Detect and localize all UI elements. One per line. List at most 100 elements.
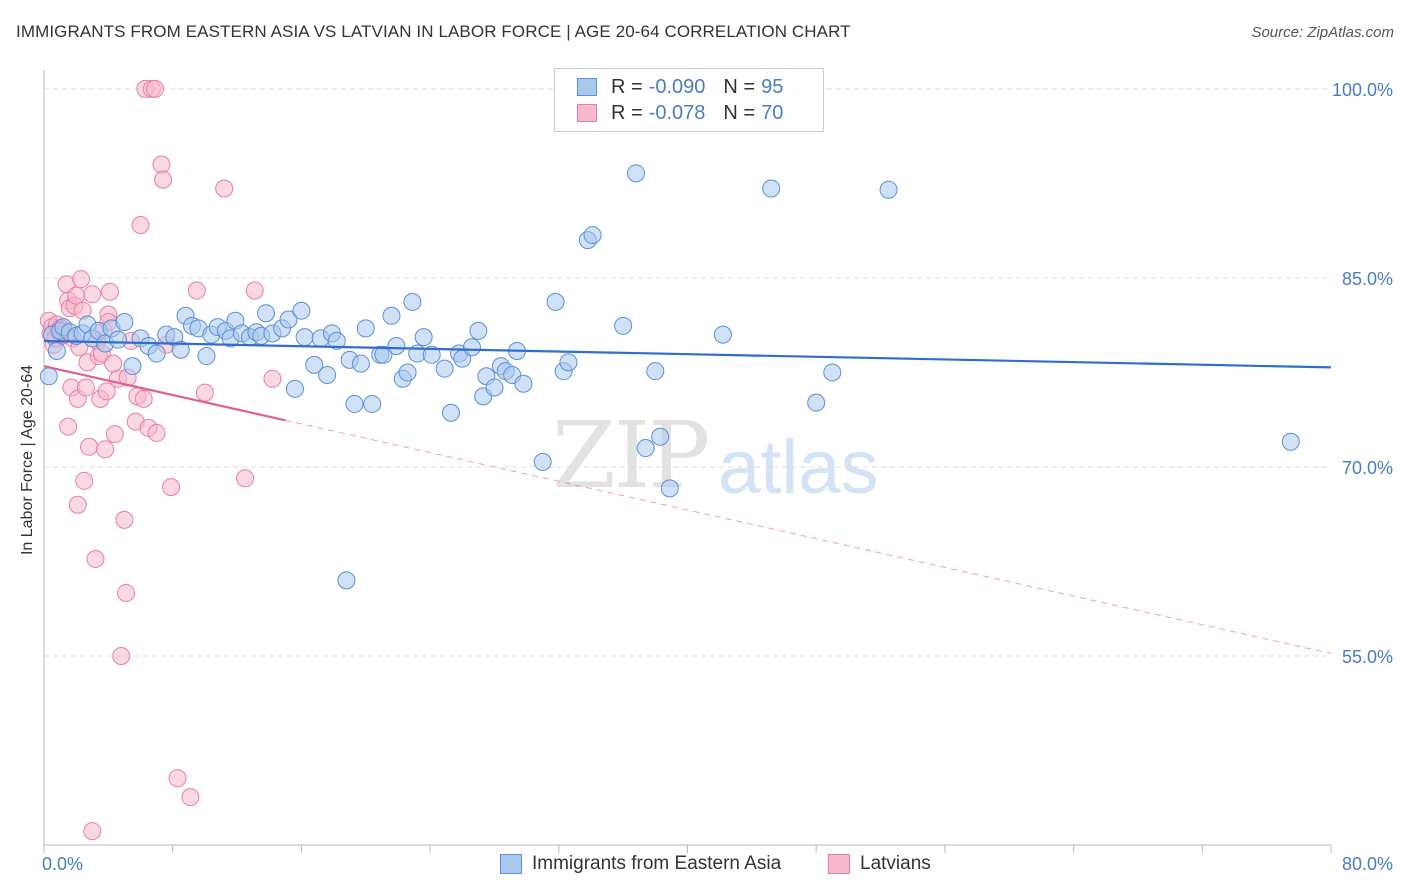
y-tick-label: 55.0%	[1342, 647, 1393, 667]
watermark-atlas: atlas	[718, 425, 879, 510]
eastern-asia-point	[469, 321, 488, 340]
latvian-point	[83, 822, 102, 841]
eastern-asia-point	[374, 345, 393, 364]
eastern-asia-point	[646, 362, 665, 381]
latvian-point	[134, 389, 153, 408]
eastern-asia-point	[879, 180, 898, 199]
eastern-asia-point	[823, 363, 842, 382]
latvian-point	[236, 469, 255, 488]
eastern-asia-point	[422, 345, 441, 364]
eastern-asia-point	[1281, 432, 1300, 451]
eastern-asia-point	[382, 306, 401, 325]
latvian-point	[59, 417, 78, 436]
eastern-asia-point	[257, 304, 276, 323]
eastern-asia-point	[546, 292, 565, 311]
latvian-point	[215, 179, 234, 198]
eastern-asia-point	[807, 393, 826, 412]
eastern-asia-point	[485, 378, 504, 397]
latvian-point	[245, 281, 264, 300]
latvian-point	[112, 646, 131, 665]
bottom-legend-latvians: Latvians	[828, 852, 931, 876]
legend-swatch-blue	[577, 78, 597, 96]
latvian-point	[80, 437, 99, 456]
legend-n-value: 95	[761, 75, 784, 98]
eastern-asia-point	[363, 394, 382, 413]
legend-swatch-pink	[577, 104, 597, 122]
latvian-point	[168, 769, 187, 788]
latvian-point	[76, 378, 95, 397]
latvian-point	[195, 383, 214, 402]
latvian-point	[97, 382, 116, 401]
bottom-legend-label-latvians: Latvians	[860, 853, 931, 874]
eastern-asia-point	[318, 365, 337, 384]
latvian-trend-line	[43, 365, 286, 422]
eastern-asia-point	[462, 338, 481, 357]
eastern-asia-point	[327, 331, 346, 350]
latvian-point	[131, 216, 150, 234]
eastern-asia-point	[713, 325, 732, 344]
chart-title: IMMIGRANTS FROM EASTERN ASIA VS LATVIAN …	[16, 22, 851, 41]
eastern-asia-point	[559, 353, 578, 372]
eastern-asia-point	[356, 319, 375, 338]
eastern-asia-point	[651, 427, 670, 446]
eastern-asia-point	[292, 301, 311, 320]
eastern-asia-point	[435, 359, 454, 378]
eastern-asia-trend-line	[43, 339, 1332, 369]
latvian-point	[146, 79, 165, 98]
x-tick-label: 80.0%	[1342, 854, 1393, 874]
eastern-asia-point	[123, 357, 142, 376]
latvian-point	[117, 583, 136, 602]
latvian-point	[72, 270, 91, 289]
legend-r-value: -0.078	[648, 101, 706, 124]
eastern-asia-point	[115, 313, 134, 332]
latvian-trend-extension	[285, 419, 1332, 654]
eastern-asia-point	[583, 226, 602, 245]
eastern-asia-point	[762, 179, 781, 198]
eastern-asia-point	[403, 292, 422, 311]
eastern-asia-point	[627, 164, 646, 183]
legend-row-eastern-asia: R = -0.090 N = 95	[577, 75, 783, 99]
legend-row-latvians: R = -0.078 N = 70	[577, 101, 783, 125]
eastern-asia-point	[414, 328, 433, 347]
eastern-asia-point	[514, 374, 533, 393]
legend-r-label: R =	[611, 75, 643, 98]
eastern-asia-point	[279, 310, 298, 329]
latvian-point	[83, 285, 102, 304]
eastern-asia-point	[39, 367, 58, 386]
y-tick-label: 70.0%	[1342, 458, 1393, 478]
eastern-asia-point	[442, 403, 461, 422]
latvian-point	[162, 478, 181, 497]
latvian-point	[100, 282, 119, 301]
eastern-asia-point	[197, 347, 216, 366]
y-tick-label: 100.0%	[1332, 80, 1393, 100]
eastern-asia-point	[398, 363, 417, 382]
x-tick-label: 0.0%	[42, 854, 83, 874]
y-axis-label: In Labor Force | Age 20-64	[19, 364, 36, 556]
legend-n-label: N =	[723, 75, 756, 98]
eastern-asia-point	[295, 328, 314, 347]
y-tick-label: 85.0%	[1342, 269, 1393, 289]
latvian-point	[104, 354, 123, 373]
latvian-point	[152, 155, 171, 174]
latvian-point	[67, 286, 86, 305]
eastern-asia-point	[305, 355, 324, 374]
eastern-asia-point	[351, 354, 370, 373]
eastern-asia-point	[147, 344, 166, 363]
latvian-point	[68, 495, 87, 514]
latvian-point	[105, 425, 124, 444]
latvian-point	[147, 423, 166, 442]
source-credit: Source: ZipAtlas.com	[1251, 24, 1394, 41]
legend-r-value: -0.090	[648, 75, 706, 98]
eastern-asia-point	[636, 439, 655, 458]
bottom-legend-label-eastern-asia: Immigrants from Eastern Asia	[532, 853, 782, 874]
correlation-legend: R = -0.090 N = 95 R = -0.078 N = 70	[554, 68, 824, 132]
latvian-point	[115, 510, 134, 529]
latvian-point	[86, 549, 105, 568]
bottom-legend-swatch-blue	[500, 854, 522, 874]
eastern-asia-point	[47, 342, 66, 361]
legend-n-value: 70	[761, 101, 784, 124]
watermark-zip: ZIP	[552, 402, 710, 509]
latvian-point	[96, 440, 115, 459]
eastern-asia-point	[660, 479, 679, 498]
